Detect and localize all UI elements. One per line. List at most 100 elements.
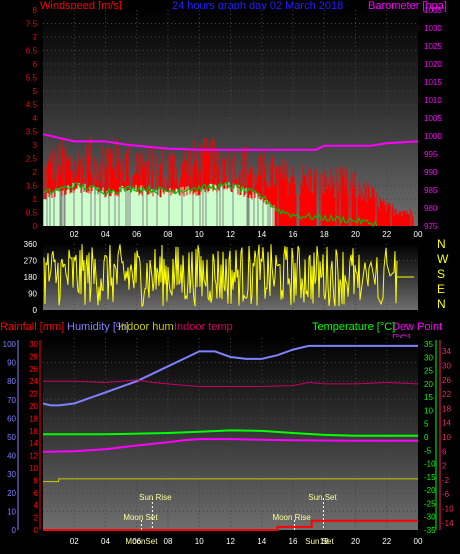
rain-tick-label: 10 bbox=[29, 464, 38, 473]
barometer-tick-label: 975 bbox=[424, 222, 438, 231]
windspeed-tick-label: 5 bbox=[33, 87, 38, 96]
temp-tick-label: 30 bbox=[424, 353, 433, 362]
wind-x-tick-label: 20 bbox=[351, 230, 360, 239]
humidity-tick-label: 100 bbox=[3, 340, 17, 349]
rain-tick-label: 4 bbox=[34, 501, 39, 510]
temp-tick-label: 10 bbox=[424, 406, 433, 415]
rainfall-axis-label: Rainfall [mm] bbox=[0, 321, 65, 333]
humidity-tick-label: 50 bbox=[7, 433, 16, 442]
dew-tick-label: 14 bbox=[442, 419, 451, 428]
rain-tick-label: 24 bbox=[29, 377, 38, 386]
windspeed-tick-label: 3 bbox=[33, 141, 38, 150]
temp-tick-label: 35 bbox=[424, 340, 433, 349]
barometer-tick-label: 1025 bbox=[424, 42, 442, 51]
direction-tick-label: 270 bbox=[24, 257, 38, 266]
barometer-tick-label: 985 bbox=[424, 186, 438, 195]
barometer-tick-label: 995 bbox=[424, 150, 438, 159]
dew-tick-label: 18 bbox=[442, 404, 451, 413]
direction-tick-label: 0 bbox=[33, 306, 38, 315]
rain-tick-label: 26 bbox=[29, 365, 38, 374]
temp-tick-label: -25 bbox=[424, 499, 436, 508]
rain-tick-label: 12 bbox=[29, 452, 38, 461]
rain-tick-label: 28 bbox=[29, 352, 38, 361]
humidity-tick-label: 80 bbox=[7, 377, 16, 386]
barometer-tick-label: 1035 bbox=[424, 6, 442, 15]
humidity-tick-label: 90 bbox=[7, 359, 16, 368]
temp-tick-label: 15 bbox=[424, 393, 433, 402]
windspeed-tick-label: 8 bbox=[33, 6, 38, 15]
moon-rise-label: Moon Rise bbox=[272, 513, 311, 522]
wind-x-tick-label: 02 bbox=[70, 230, 79, 239]
temp-tick-label: 0 bbox=[424, 433, 429, 442]
temp-tick-label: -35 bbox=[424, 526, 436, 535]
series-line-indoor-hum bbox=[43, 478, 418, 483]
barometer-tick-label: 1015 bbox=[424, 78, 442, 87]
indoor-temp-label: Indoor temp bbox=[174, 321, 233, 333]
moon-set-label: Moon Set bbox=[123, 513, 158, 522]
barometer-tick-label: 1005 bbox=[424, 114, 442, 123]
dew-tick-label: -14 bbox=[442, 519, 454, 528]
windspeed-axis-label: Windspeed [m/s] bbox=[40, 0, 122, 12]
barometer-tick-label: 1000 bbox=[424, 132, 442, 141]
direction-tick-label: 180 bbox=[24, 273, 38, 282]
windspeed-tick-label: 7 bbox=[33, 33, 38, 42]
climate-x-tick-label: 02 bbox=[70, 537, 79, 546]
barometer-tick-label: 1010 bbox=[424, 96, 442, 105]
humidity-tick-label: 0 bbox=[12, 526, 17, 535]
rain-tick-label: 18 bbox=[29, 414, 38, 423]
dew-tick-label: -6 bbox=[442, 490, 450, 499]
rain-tick-label: 14 bbox=[29, 439, 38, 448]
series-line-dew-point bbox=[42, 438, 418, 453]
dew-tick-label: 22 bbox=[442, 390, 451, 399]
barometer-tick-label: 1030 bbox=[424, 24, 442, 33]
climate-x-tick-label: 08 bbox=[164, 537, 173, 546]
windspeed-tick-label: 5.5 bbox=[26, 74, 38, 83]
dew-tick-label: 10 bbox=[442, 433, 451, 442]
dew-tick-label: -2 bbox=[442, 476, 450, 485]
humidity-tick-label: 10 bbox=[7, 507, 16, 516]
series-line-rainfall bbox=[43, 519, 418, 531]
series-line-humidity bbox=[42, 344, 418, 407]
wind-x-tick-label: 16 bbox=[289, 230, 298, 239]
humidity-tick-label: 70 bbox=[7, 396, 16, 405]
compass-letter: E bbox=[437, 282, 445, 296]
dew-tick-label: 30 bbox=[442, 361, 451, 370]
climate-x-tick-label: 22 bbox=[382, 537, 391, 546]
temp-tick-label: -20 bbox=[424, 486, 436, 495]
climate-x-tick-label: 04 bbox=[101, 537, 110, 546]
climate-x-tick-label: 12 bbox=[226, 537, 235, 546]
temp-tick-label: 20 bbox=[424, 380, 433, 389]
compass-letter: N bbox=[437, 237, 446, 251]
indoor-hum-label: Indoor hum bbox=[118, 321, 174, 333]
rain-tick-label: 20 bbox=[29, 402, 38, 411]
wind-x-tick-label: 18 bbox=[320, 230, 329, 239]
barometer-line bbox=[42, 133, 419, 151]
rain-tick-label: 22 bbox=[29, 390, 38, 399]
temp-tick-label: 25 bbox=[424, 367, 433, 376]
climate-x-tick-label: 00 bbox=[414, 537, 423, 546]
sun-set-short-label: Sun Set bbox=[305, 537, 334, 546]
moon-set-short-label: MoonSet bbox=[125, 537, 158, 546]
rain-tick-label: 2 bbox=[34, 514, 39, 523]
windspeed-tick-label: 3.5 bbox=[26, 128, 38, 137]
humidity-axis-label: Humidity [%] bbox=[67, 321, 129, 333]
windspeed-tick-label: 1.5 bbox=[26, 182, 38, 191]
windspeed-tick-label: 4 bbox=[33, 114, 38, 123]
windspeed-tick-label: 4.5 bbox=[26, 101, 38, 110]
windspeed-tick-label: 0.5 bbox=[26, 209, 38, 218]
dew-tick-label: -10 bbox=[442, 505, 454, 514]
climate-x-tick-label: 14 bbox=[257, 537, 266, 546]
barometer-tick-label: 990 bbox=[424, 168, 438, 177]
humidity-tick-label: 30 bbox=[7, 470, 16, 479]
humidity-tick-label: 40 bbox=[7, 452, 16, 461]
dew-tick-label: 34 bbox=[442, 347, 451, 356]
direction-trace bbox=[43, 244, 398, 308]
humidity-tick-label: 20 bbox=[7, 489, 16, 498]
temp-tick-label: -10 bbox=[424, 460, 436, 469]
compass-letter: S bbox=[437, 267, 445, 281]
rain-tick-label: 8 bbox=[34, 476, 39, 485]
sun-set-label: Sun Set bbox=[308, 493, 337, 502]
compass-letter: N bbox=[437, 297, 446, 311]
wind-x-tick-label: 22 bbox=[382, 230, 391, 239]
